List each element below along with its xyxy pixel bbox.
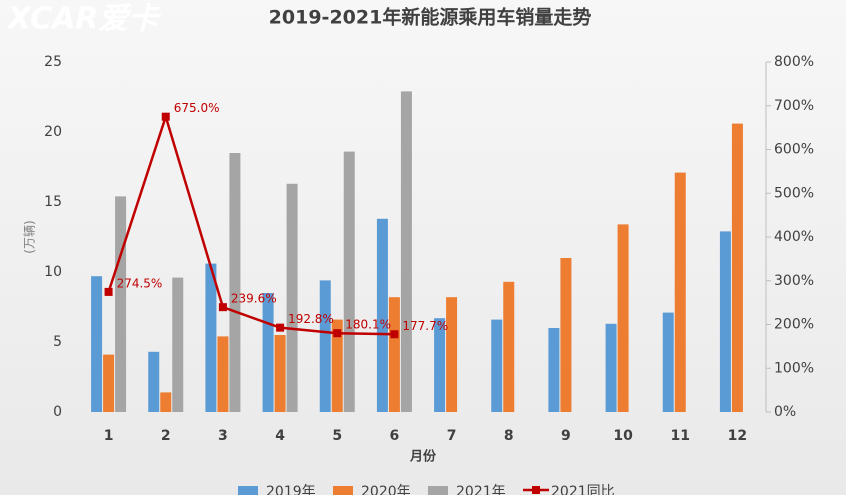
x-tick-label: 1 xyxy=(104,428,114,444)
y2-tick-label: 700% xyxy=(774,98,814,114)
data-label: 274.5% xyxy=(117,276,163,290)
legend-swatch xyxy=(428,486,448,495)
legend-label: 2021年 xyxy=(456,484,506,495)
bar xyxy=(160,392,172,412)
x-axis-label: 月份 xyxy=(409,449,437,465)
legend-swatch xyxy=(532,486,540,494)
legend-swatch xyxy=(333,486,353,495)
y-axis-label: (万辆) xyxy=(23,220,37,253)
bar xyxy=(719,231,731,412)
x-tick-label: 4 xyxy=(275,428,285,444)
bar xyxy=(103,354,115,412)
y2-tick-label: 600% xyxy=(774,142,814,158)
y2-tick-label: 200% xyxy=(774,317,814,333)
data-label: 675.0% xyxy=(174,101,220,115)
x-tick-label: 12 xyxy=(728,428,747,444)
y-tick-label: 0 xyxy=(53,404,62,420)
line-marker xyxy=(218,303,227,312)
bar xyxy=(548,328,560,412)
bar xyxy=(376,218,388,412)
y2-tick-label: 500% xyxy=(774,185,814,201)
bar xyxy=(343,151,355,412)
line-marker xyxy=(104,287,113,296)
bar xyxy=(503,281,515,412)
x-tick-label: 8 xyxy=(504,428,514,444)
bar xyxy=(229,153,241,412)
bar xyxy=(148,351,160,412)
y-tick-label: 25 xyxy=(44,54,62,70)
x-tick-label: 7 xyxy=(447,428,457,444)
chart-title: 2019-2021年新能源乘用车销量走势 xyxy=(269,6,592,29)
watermark: XCAR爱卡 xyxy=(6,2,161,37)
legend-label: 2019年 xyxy=(266,484,316,495)
data-label: 239.6% xyxy=(231,292,277,306)
bar xyxy=(617,224,629,412)
data-label: 177.7% xyxy=(402,319,448,333)
bar xyxy=(388,297,400,412)
x-tick-label: 3 xyxy=(218,428,228,444)
x-tick-label: 10 xyxy=(613,428,633,444)
data-label: 192.8% xyxy=(288,312,334,326)
legend-label: 2020年 xyxy=(361,484,411,495)
bar xyxy=(446,297,458,412)
bar xyxy=(217,336,229,412)
line-marker xyxy=(276,323,285,332)
y2-tick-label: 400% xyxy=(774,229,814,245)
x-tick-label: 2 xyxy=(161,428,171,444)
bar xyxy=(205,263,217,412)
x-tick-label: 11 xyxy=(671,428,690,444)
y2-tick-label: 800% xyxy=(774,54,814,70)
y2-tick-label: 100% xyxy=(774,360,814,376)
bar xyxy=(434,318,446,412)
bar xyxy=(286,183,298,412)
bar xyxy=(331,319,343,412)
bar xyxy=(560,258,572,412)
bar xyxy=(674,172,686,412)
bar xyxy=(115,196,127,412)
y-tick-label: 20 xyxy=(44,124,62,140)
bar xyxy=(605,323,617,412)
bar xyxy=(491,319,503,412)
bar xyxy=(172,277,184,412)
bar xyxy=(400,91,412,413)
y-tick-label: 10 xyxy=(44,264,62,280)
line-marker xyxy=(333,329,342,338)
bar xyxy=(319,280,331,412)
bar xyxy=(91,276,103,412)
legend-label: 2021同比 xyxy=(551,484,615,495)
line-marker xyxy=(390,330,399,339)
bar xyxy=(731,123,743,412)
y-tick-label: 5 xyxy=(53,334,62,350)
line xyxy=(107,112,395,336)
line-marker xyxy=(161,112,170,121)
bar xyxy=(662,312,674,412)
x-tick-label: 9 xyxy=(561,428,571,444)
x-tick-label: 6 xyxy=(390,428,400,444)
y2-tick-label: 300% xyxy=(774,273,814,289)
data-label: 180.1% xyxy=(345,318,391,332)
legend-swatch xyxy=(238,486,258,495)
y-tick-label: 15 xyxy=(44,194,62,210)
y2-tick-label: 0% xyxy=(774,404,796,420)
bar xyxy=(274,335,286,412)
x-tick-label: 5 xyxy=(332,428,342,444)
bar xyxy=(262,293,274,412)
